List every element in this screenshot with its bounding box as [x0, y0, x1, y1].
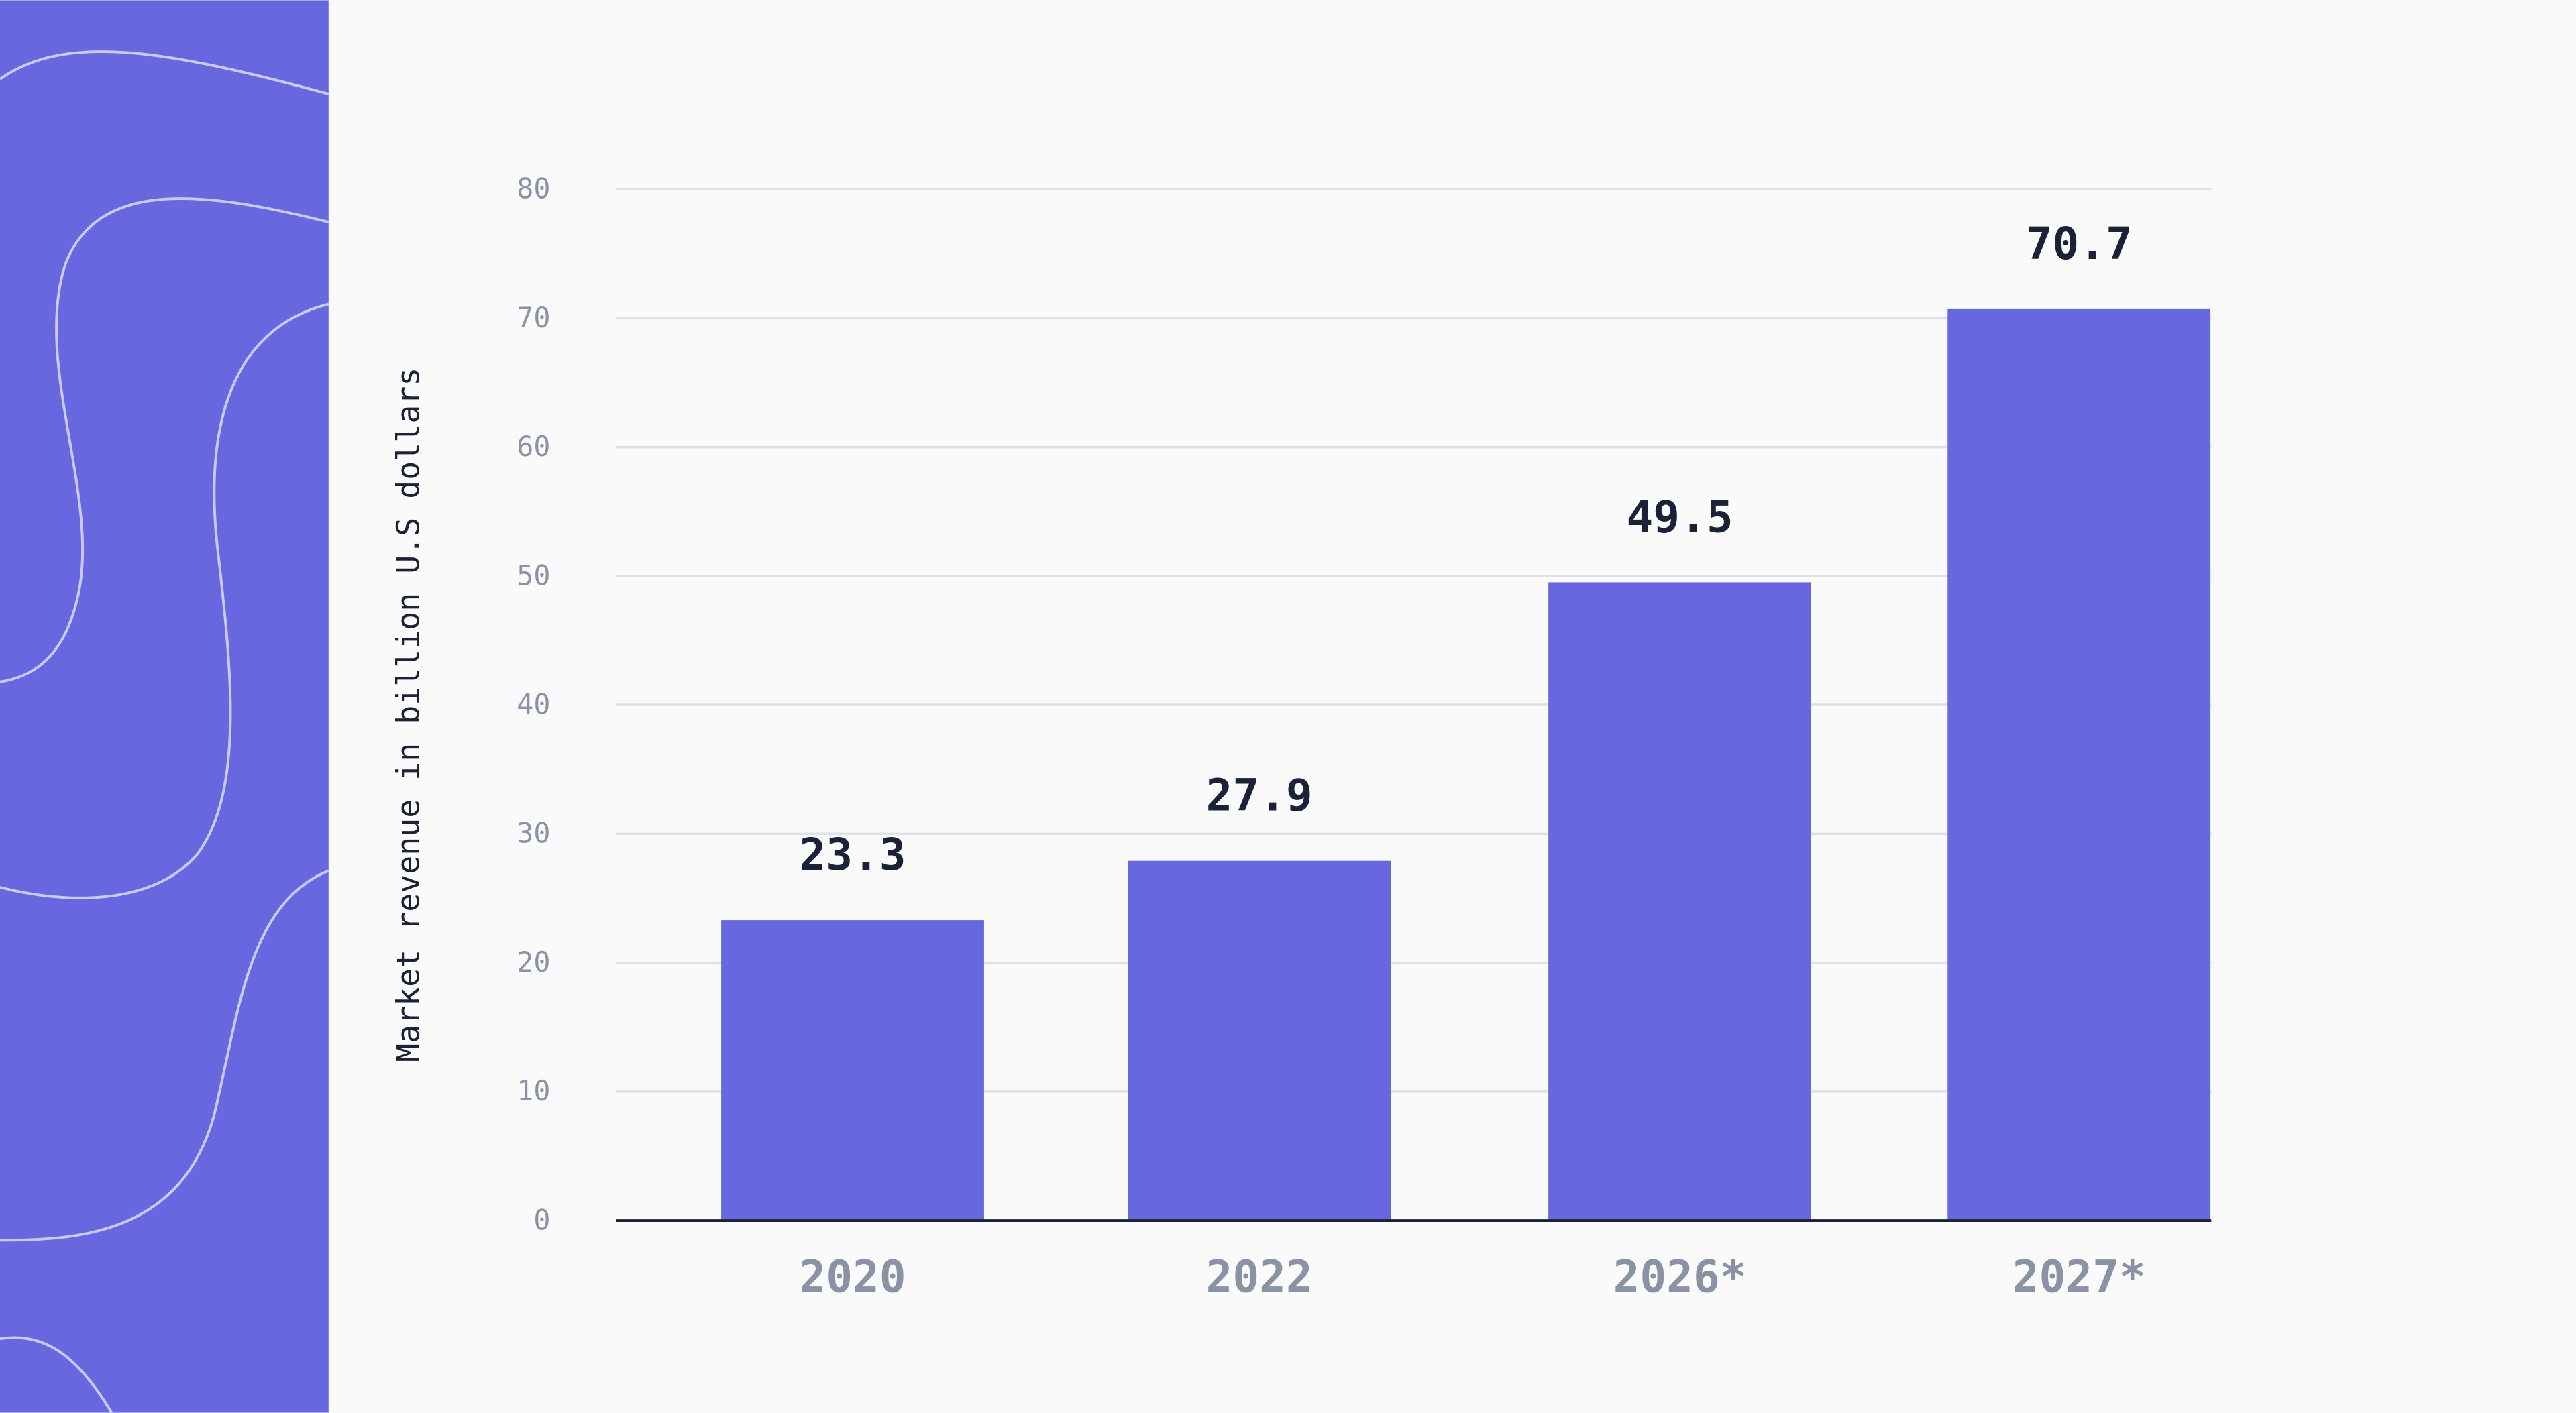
y-tick-label: 60 — [517, 430, 550, 463]
y-tick-label: 10 — [517, 1074, 550, 1107]
value-label: 49.5 — [1626, 491, 1733, 543]
bar — [1947, 308, 2211, 1221]
side-panel — [0, 0, 329, 1413]
y-tick-label: 0 — [533, 1203, 550, 1236]
bar — [1548, 582, 1811, 1221]
y-tick-label: 30 — [517, 817, 550, 850]
x-tick-label: 2026* — [1613, 1251, 1747, 1302]
y-tick-label: 20 — [517, 946, 550, 978]
deco-line — [0, 1336, 113, 1413]
deco-line — [0, 869, 329, 1242]
y-tick-label: 70 — [517, 301, 550, 334]
deco-line — [0, 302, 329, 899]
x-tick-label: 2022 — [1206, 1251, 1313, 1302]
y-tick-label: 40 — [517, 688, 550, 721]
value-label: 23.3 — [799, 829, 906, 881]
value-label: 70.7 — [2026, 218, 2133, 270]
y-axis-label: Market revenue in billion U.S dollars — [390, 368, 427, 1062]
bar — [1128, 860, 1391, 1221]
deco-line — [0, 50, 329, 95]
y-tick-label: 50 — [517, 559, 550, 591]
bar — [721, 920, 984, 1221]
y-tick-label: 80 — [517, 172, 550, 205]
value-label: 27.9 — [1206, 770, 1313, 822]
deco-line — [0, 197, 329, 683]
x-tick-label: 2020 — [799, 1251, 906, 1302]
side-decoration — [0, 50, 329, 1413]
x-tick-label: 2027* — [2012, 1251, 2146, 1302]
